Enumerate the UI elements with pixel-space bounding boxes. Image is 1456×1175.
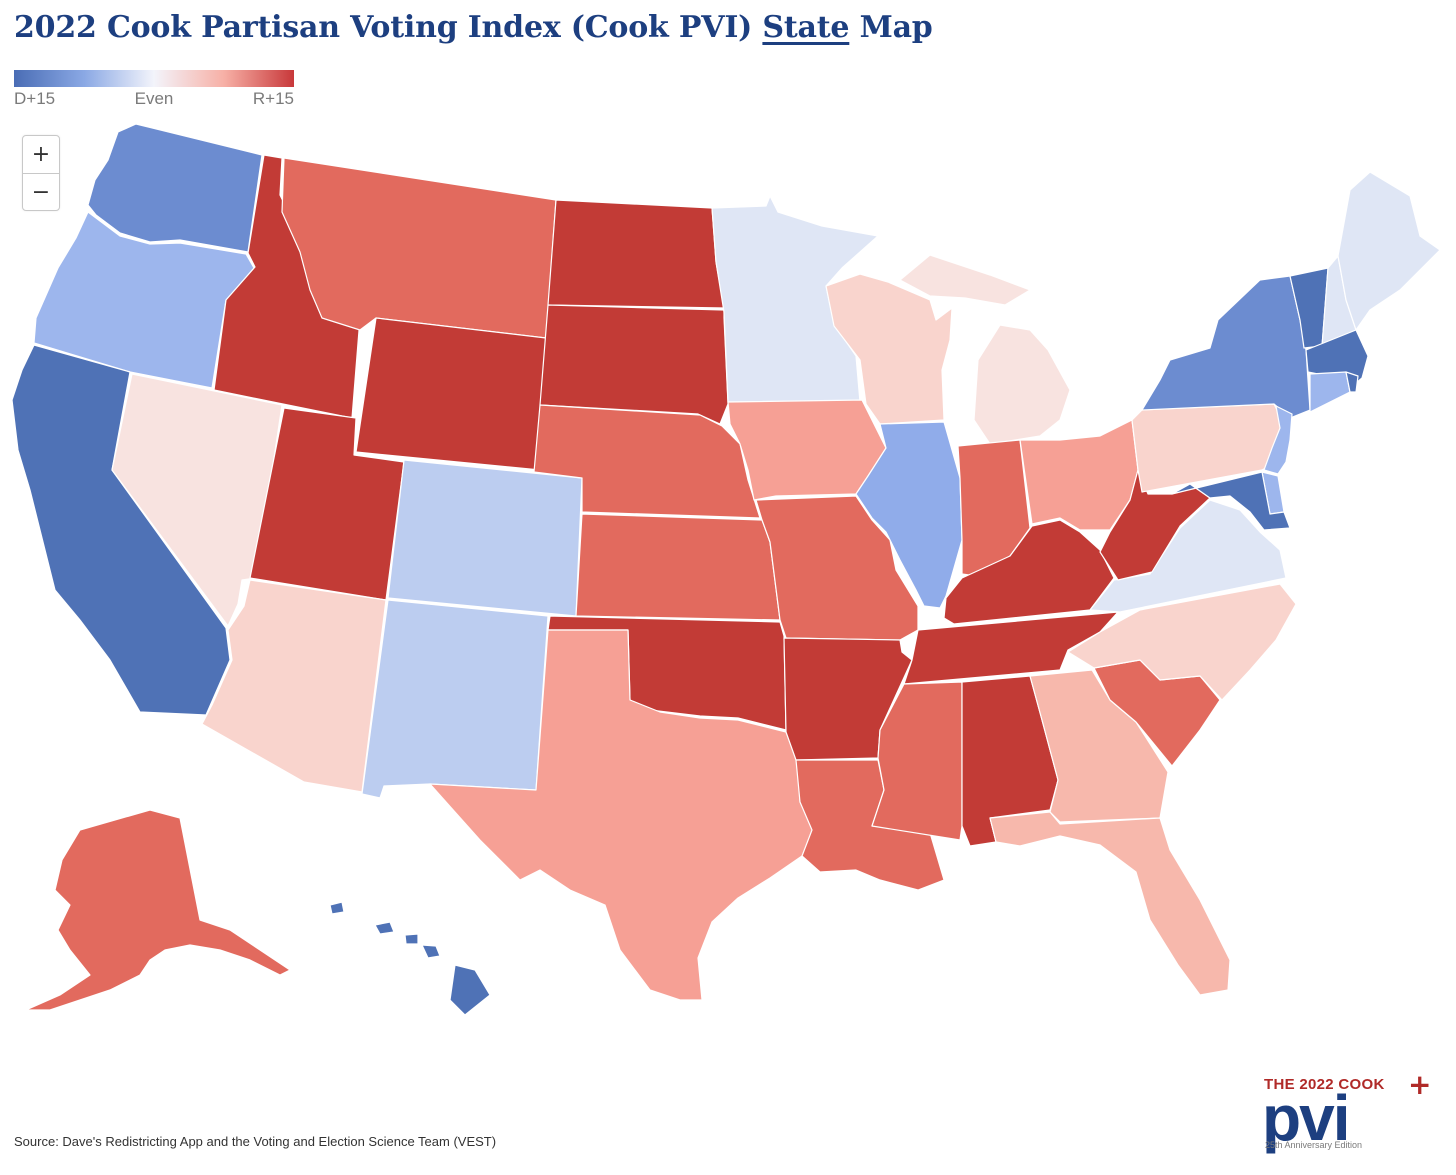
state-texas[interactable] — [429, 629, 815, 1001]
cook-pvi-logo: THE 2022 COOK + pvi 25th Anniversary Edi… — [1258, 1071, 1431, 1156]
state-new-mexico[interactable] — [361, 599, 549, 799]
zoom-control: + − — [22, 135, 60, 211]
logo-edition-title: THE 2022 COOK — [1264, 1076, 1385, 1093]
legend-gradient-bar — [14, 70, 294, 87]
state-tennessee[interactable] — [903, 611, 1119, 685]
state-connecticut[interactable] — [1309, 371, 1351, 413]
state-maine[interactable] — [1337, 171, 1441, 331]
legend-label-even: Even — [134, 89, 174, 108]
state-wisconsin[interactable] — [825, 273, 953, 425]
title-text: 2022 Cook Partisan Voting Index (Cook PV… — [14, 10, 753, 45]
zoom-in-button[interactable]: + — [23, 136, 59, 173]
logo-pvi-wordmark: pvi — [1262, 1082, 1350, 1154]
state-florida[interactable] — [989, 811, 1231, 996]
state-new-york[interactable] — [1141, 275, 1311, 419]
state-arizona[interactable] — [201, 579, 387, 793]
state-maryland[interactable] — [1171, 471, 1291, 531]
source-note: Source: Dave's Redistricting App and the… — [14, 1134, 497, 1149]
state-montana[interactable] — [281, 157, 557, 339]
state-michigan[interactable] — [899, 254, 1071, 445]
legend-labels: D+15 Even R+15 — [14, 89, 294, 111]
legend-label-dem: D+15 — [14, 89, 56, 108]
logo-anniversary-text: 25th Anniversary Edition — [1265, 1140, 1363, 1150]
state-north-carolina[interactable] — [1067, 583, 1297, 701]
state-oregon[interactable] — [33, 211, 255, 389]
state-iowa[interactable] — [727, 399, 887, 501]
title-suffix: Map — [859, 10, 933, 45]
state-virginia[interactable] — [1089, 499, 1287, 613]
state-north-dakota[interactable] — [547, 199, 725, 309]
state-colorado[interactable] — [387, 459, 583, 617]
state-south-dakota[interactable] — [539, 304, 729, 425]
state-rhode-island[interactable] — [1345, 371, 1359, 393]
zoom-out-button[interactable]: − — [23, 173, 59, 210]
state-new-jersey[interactable] — [1263, 405, 1293, 475]
state-alaska[interactable] — [25, 809, 291, 1011]
logo-plus-icon: + — [1408, 1068, 1432, 1101]
state-california[interactable] — [11, 344, 231, 716]
state-hawaii[interactable] — [329, 901, 491, 1016]
color-legend: D+15 Even R+15 — [14, 70, 294, 111]
state-kentucky[interactable] — [943, 519, 1115, 625]
map-title: 2022 Cook Partisan Voting Index (Cook PV… — [14, 10, 933, 45]
state-nevada[interactable] — [111, 373, 283, 627]
legend-label-rep: R+15 — [252, 89, 294, 108]
state-wyoming[interactable] — [355, 317, 547, 471]
state-kansas[interactable] — [575, 513, 781, 621]
state-map-link[interactable]: State — [762, 10, 850, 45]
